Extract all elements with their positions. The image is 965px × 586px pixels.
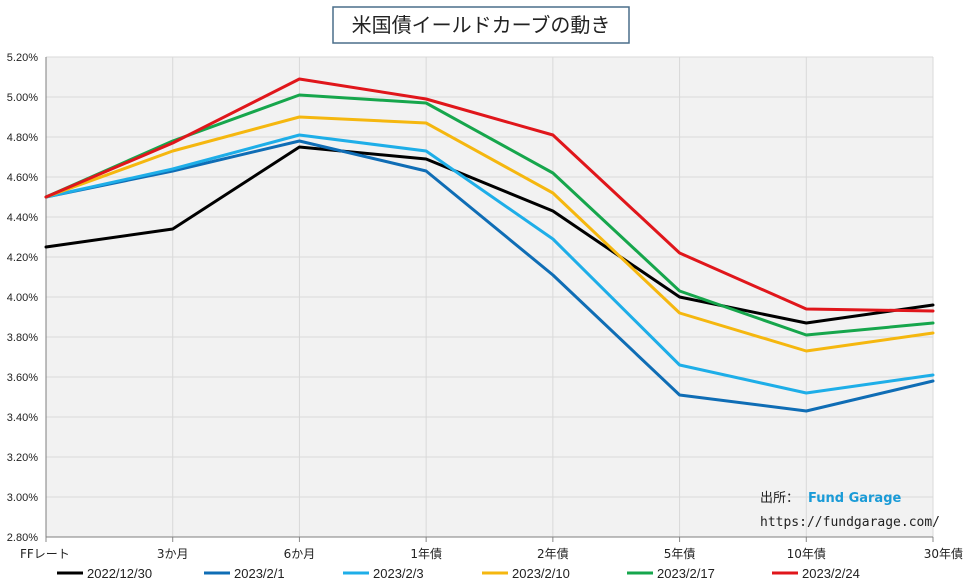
x-tick-label: 1年債 bbox=[410, 546, 442, 561]
source-brand: Fund Garage bbox=[808, 491, 902, 506]
series-line-2022-12-30 bbox=[44, 145, 935, 325]
legend-label: 2023/2/1 bbox=[234, 566, 285, 581]
y-tick-label: 3.20% bbox=[7, 452, 38, 464]
x-tick-label: 3か月 bbox=[157, 547, 189, 561]
series-line-2023-2-3 bbox=[44, 133, 935, 395]
x-tick-label: FFレート bbox=[20, 547, 70, 561]
legend-label: 2023/2/17 bbox=[657, 566, 715, 581]
chart-title-text: 米国債イールドカーブの動き bbox=[352, 13, 611, 37]
x-tick-label: 5年債 bbox=[664, 546, 696, 561]
y-tick-label: 3.40% bbox=[7, 412, 38, 424]
y-tick-label: 2.80% bbox=[7, 532, 38, 544]
y-tick-label: 4.40% bbox=[7, 212, 38, 224]
y-tick-label: 3.60% bbox=[7, 372, 38, 384]
x-tick-label: 2年債 bbox=[537, 546, 569, 561]
legend-label: 2023/2/10 bbox=[512, 566, 570, 581]
source-label: 出所： bbox=[760, 491, 799, 506]
y-tick-label: 5.00% bbox=[7, 92, 38, 104]
legend-label: 2022/12/30 bbox=[87, 566, 152, 581]
x-tick-label: 30年債 bbox=[924, 546, 963, 561]
source-url: https://fundgarage.com/ bbox=[760, 515, 940, 530]
legend-label: 2023/2/24 bbox=[802, 566, 860, 581]
series-line-2023-2-24 bbox=[44, 77, 935, 313]
x-axis: FFレート 3か月 6か月 1年債 2年債 5年債 10年債 30年債 bbox=[20, 536, 963, 561]
y-axis: 2.80% 3.00% 3.20% 3.40% 3.60% 3.80% 4.00% 4.20%… bbox=[7, 52, 47, 544]
legend: 2022/12/30 2023/2/1 2023/2/3 2023/2/10 2023/… bbox=[57, 566, 860, 581]
y-tick-label: 4.60% bbox=[7, 172, 38, 184]
x-tick-label: 6か月 bbox=[284, 547, 316, 561]
x-tick-label: 10年債 bbox=[787, 546, 826, 561]
y-tick-label: 4.80% bbox=[7, 132, 38, 144]
legend-label: 2023/2/3 bbox=[373, 566, 424, 581]
y-tick-label: 3.00% bbox=[7, 492, 38, 504]
y-tick-label: 4.00% bbox=[7, 292, 38, 304]
source-annotation: 出所： Fund Garage https://fundgarage.com/ bbox=[760, 491, 940, 530]
chart-title: 米国債イールドカーブの動き bbox=[332, 6, 630, 44]
series-line-2023-2-10 bbox=[44, 115, 935, 353]
series-lines bbox=[44, 77, 935, 413]
series-line-2023-2-1 bbox=[44, 139, 935, 413]
y-tick-label: 5.20% bbox=[7, 52, 38, 64]
y-tick-label: 3.80% bbox=[7, 332, 38, 344]
y-tick-label: 4.20% bbox=[7, 252, 38, 264]
